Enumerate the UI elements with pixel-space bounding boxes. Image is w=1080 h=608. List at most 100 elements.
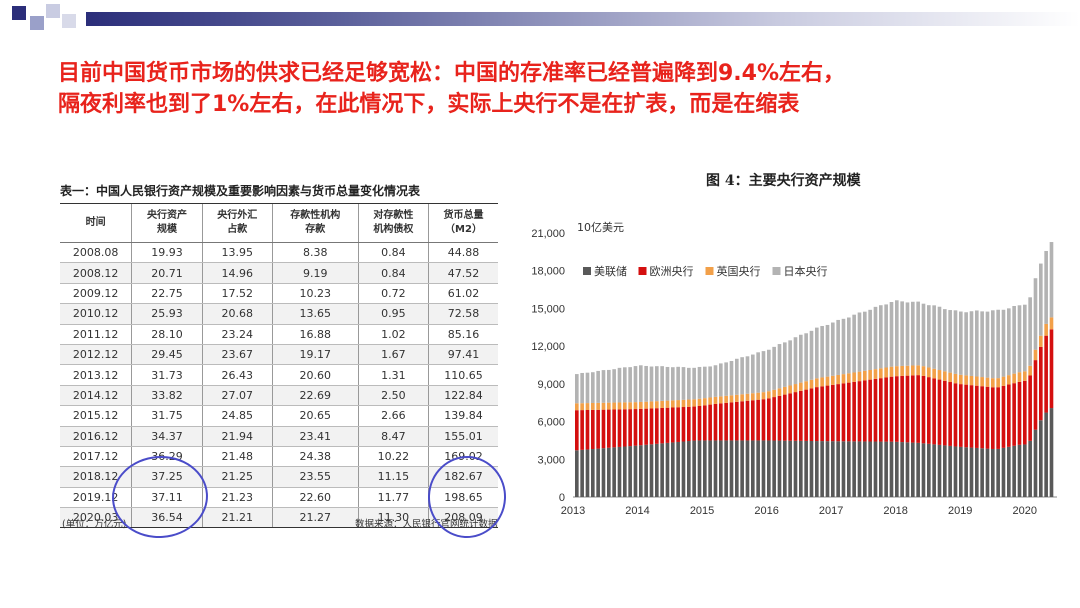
bar-segment-boe	[729, 395, 734, 403]
bar-segment-ecb	[857, 381, 862, 442]
pboc-data-table: 时间 央行资产 规模 央行外汇 占款 存款性机构 存款 对存款性 机构债权 货币总量 （M2） 20…	[60, 203, 498, 529]
bar-segment-boe	[1017, 372, 1022, 382]
bar-segment-fed	[772, 440, 776, 497]
bar-segment-boe	[969, 375, 974, 386]
table-cell: 28.10	[131, 324, 203, 345]
table-cell: 21.48	[201, 446, 273, 468]
bar-segment-ecb	[1044, 335, 1048, 413]
bar-segment-boe	[841, 374, 846, 384]
legend-label: 英国央行	[717, 264, 761, 278]
table-cell: 0.95	[357, 303, 429, 325]
bar-segment-boe	[751, 393, 755, 401]
bar-segment-boj	[927, 305, 931, 368]
table-cell: 21.27	[271, 507, 359, 529]
table-cell: 11.15	[357, 466, 429, 488]
table-cell: 2012.12	[60, 344, 132, 366]
bar-segment-boe	[911, 365, 915, 376]
bar-segment-boj	[665, 366, 670, 401]
bar-segment-boj	[788, 340, 792, 386]
bar-segment-boe	[953, 373, 958, 384]
bar-segment-ecb	[980, 386, 984, 449]
table-cell: 97.41	[428, 344, 498, 366]
table-cell: 31.73	[131, 364, 203, 386]
bar-segment-ecb	[724, 402, 728, 441]
table-cell: 23.55	[271, 466, 359, 488]
table-cell: 17.52	[201, 283, 273, 305]
bar-segment-boj	[697, 366, 702, 399]
bar-segment-fed	[612, 447, 616, 497]
x-tick-label: 2018	[883, 505, 907, 517]
table-cell: 44.88	[428, 242, 498, 264]
bar-segment-ecb	[788, 393, 792, 441]
x-tick-label: 2017	[819, 505, 843, 517]
bar-segment-ecb	[783, 394, 787, 441]
bar-segment-boe	[633, 402, 638, 410]
y-tick-label: 0	[559, 492, 565, 504]
y-tick-label: 15,000	[531, 303, 565, 315]
bar-segment-boj	[991, 310, 995, 379]
table-cell: 27.07	[201, 385, 273, 407]
bar-segment-boe	[809, 379, 814, 389]
bar-segment-boe	[937, 370, 942, 380]
bar-segment-fed	[756, 440, 760, 497]
bar-segment-boe	[601, 402, 606, 410]
bar-segment-ecb	[937, 379, 942, 445]
bar-segment-ecb	[948, 382, 952, 446]
bar-segment-boe	[900, 365, 904, 376]
bar-segment-boj	[804, 333, 808, 382]
bar-segment-fed	[991, 448, 995, 497]
bar-segment-boe	[1001, 376, 1006, 386]
bar-segment-boe	[1012, 373, 1016, 384]
bar-segment-boj	[580, 372, 584, 404]
bar-segment-fed	[580, 449, 584, 497]
bar-segment-ecb	[681, 407, 686, 442]
bar-segment-fed	[751, 440, 755, 497]
legend-swatch	[583, 267, 591, 275]
table-row: 2011.12 28.10 23.24 16.88 1.02 85.16	[60, 324, 498, 345]
bar-segment-boe	[660, 400, 664, 408]
bar-segment-boe	[596, 402, 600, 410]
bar-segment-fed	[671, 442, 675, 497]
bar-segment-fed	[697, 440, 702, 497]
bar-segment-boj	[729, 360, 734, 396]
bar-segment-fed	[969, 447, 974, 497]
header-text: 规模	[156, 224, 177, 235]
bar-segment-ecb	[772, 397, 776, 441]
x-tick-label: 2014	[625, 505, 649, 517]
bar-segment-ecb	[879, 378, 883, 442]
bar-segment-fed	[591, 449, 595, 497]
bar-segment-fed	[884, 441, 888, 497]
bar-segment-fed	[1012, 445, 1016, 497]
bar-segment-ecb	[1012, 383, 1016, 446]
bar-segment-ecb	[1007, 384, 1011, 447]
bar-segment-fed	[575, 450, 579, 497]
table-cell: 37.11	[131, 487, 203, 509]
table-cell: 19.93	[131, 242, 203, 264]
bar-segment-ecb	[889, 376, 894, 442]
bar-segment-fed	[708, 440, 712, 497]
bar-segment-boe	[655, 401, 659, 409]
bar-segment-boj	[793, 337, 798, 385]
bar-segment-fed	[665, 442, 670, 497]
bar-segment-ecb	[895, 376, 899, 442]
y-tick-label: 18,000	[531, 266, 565, 278]
bar-segment-ecb	[809, 388, 814, 441]
y-tick-label: 6,000	[537, 417, 565, 429]
bar-segment-boj	[969, 311, 974, 376]
bar-segment-fed	[660, 443, 664, 497]
bar-segment-boe	[991, 378, 995, 388]
bar-segment-boe	[889, 366, 894, 377]
bar-segment-boe	[761, 392, 766, 400]
table-cell: 10.22	[357, 446, 429, 468]
bar-segment-fed	[655, 443, 659, 497]
bar-segment-boj	[596, 370, 600, 403]
bar-segment-ecb	[985, 386, 990, 449]
slide-headline: 目前中国货币市场的供求已经足够宽松：中国的存准率已经普遍降到9.4%左右， 隔夜…	[58, 58, 1058, 120]
bar-segment-ecb	[873, 378, 878, 442]
bar-segment-fed	[713, 440, 718, 497]
bar-segment-ecb	[633, 409, 638, 446]
bar-segment-boe	[985, 377, 990, 387]
table-cell: 139.84	[428, 405, 498, 427]
bar-segment-boj	[751, 354, 755, 394]
table-cell: 2019.12	[60, 487, 132, 509]
